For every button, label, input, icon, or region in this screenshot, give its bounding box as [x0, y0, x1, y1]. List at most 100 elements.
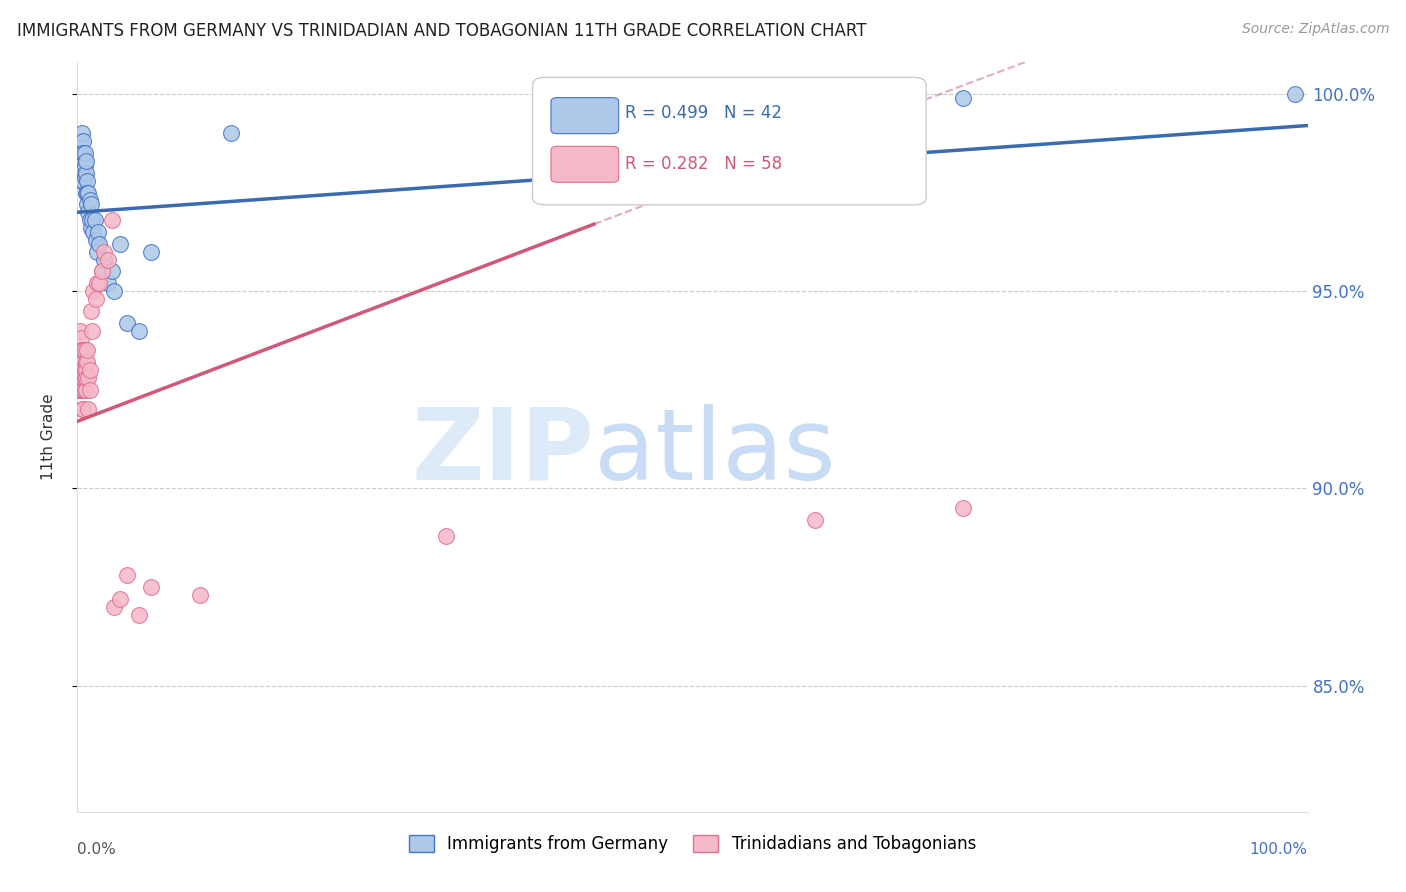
- Point: [82, 213, 104, 227]
- Point: [75, 363, 97, 377]
- Legend: Immigrants from Germany, Trinidadians and Tobagonians: Immigrants from Germany, Trinidadians an…: [402, 828, 983, 860]
- Point: [70, 371, 93, 385]
- Point: [110, 236, 132, 251]
- Point: [75, 355, 97, 369]
- Point: [86, 277, 108, 291]
- Point: [115, 316, 138, 330]
- Point: [69, 134, 91, 148]
- Text: 0.0%: 0.0%: [77, 842, 117, 856]
- Point: [70, 127, 93, 141]
- Point: [75, 166, 97, 180]
- Text: R = 0.499   N = 42: R = 0.499 N = 42: [624, 103, 782, 121]
- Point: [67, 371, 90, 385]
- Point: [952, 501, 974, 516]
- Point: [83, 213, 105, 227]
- Point: [82, 225, 104, 239]
- Point: [89, 236, 111, 251]
- Text: 100.0%: 100.0%: [1250, 842, 1308, 856]
- Point: [82, 324, 104, 338]
- Point: [73, 158, 96, 172]
- Point: [86, 244, 108, 259]
- Point: [70, 331, 93, 345]
- Point: [804, 513, 827, 527]
- Point: [115, 568, 138, 582]
- Point: [70, 371, 93, 385]
- Point: [70, 383, 93, 397]
- Point: [72, 371, 94, 385]
- Point: [84, 292, 107, 306]
- Point: [70, 383, 93, 397]
- Point: [952, 91, 974, 105]
- Point: [82, 284, 104, 298]
- Point: [97, 252, 120, 267]
- Point: [69, 355, 91, 369]
- Point: [73, 383, 96, 397]
- Point: [77, 371, 100, 385]
- Point: [70, 343, 93, 358]
- Point: [77, 205, 100, 219]
- Point: [436, 529, 458, 543]
- Point: [69, 371, 91, 385]
- Point: [76, 343, 98, 358]
- Point: [77, 402, 100, 417]
- Point: [70, 158, 93, 172]
- Text: atlas: atlas: [595, 403, 835, 500]
- Point: [72, 343, 94, 358]
- Point: [67, 383, 90, 397]
- Point: [89, 277, 111, 291]
- Point: [75, 154, 97, 169]
- Point: [90, 264, 114, 278]
- Point: [101, 264, 124, 278]
- Point: [110, 591, 132, 606]
- Point: [72, 402, 94, 417]
- Point: [69, 324, 91, 338]
- Point: [70, 351, 93, 366]
- Point: [70, 363, 93, 377]
- Point: [77, 186, 100, 200]
- Text: ZIP: ZIP: [411, 403, 595, 500]
- Point: [84, 233, 107, 247]
- Point: [80, 304, 103, 318]
- Point: [93, 252, 115, 267]
- Point: [70, 174, 93, 188]
- Point: [70, 363, 93, 377]
- Point: [80, 221, 103, 235]
- Point: [93, 244, 115, 259]
- Point: [72, 363, 94, 377]
- FancyBboxPatch shape: [551, 146, 619, 182]
- Point: [73, 169, 96, 184]
- Text: Source: ZipAtlas.com: Source: ZipAtlas.com: [1241, 22, 1389, 37]
- Point: [103, 284, 125, 298]
- Point: [219, 127, 242, 141]
- Point: [73, 146, 96, 161]
- Point: [90, 264, 114, 278]
- Point: [1284, 87, 1306, 101]
- Point: [188, 588, 212, 602]
- Point: [76, 186, 98, 200]
- Point: [70, 146, 93, 161]
- Point: [73, 371, 96, 385]
- Point: [76, 174, 98, 188]
- Text: IMMIGRANTS FROM GERMANY VS TRINIDADIAN AND TOBAGONIAN 11TH GRADE CORRELATION CHA: IMMIGRANTS FROM GERMANY VS TRINIDADIAN A…: [17, 22, 866, 40]
- Point: [72, 134, 94, 148]
- Point: [76, 355, 98, 369]
- Y-axis label: 11th Grade: 11th Grade: [42, 393, 56, 481]
- Point: [79, 194, 101, 208]
- Point: [67, 343, 90, 358]
- Point: [70, 402, 93, 417]
- FancyBboxPatch shape: [533, 78, 927, 205]
- Point: [101, 213, 124, 227]
- Point: [70, 343, 93, 358]
- Point: [75, 371, 97, 385]
- Point: [73, 343, 96, 358]
- Point: [141, 244, 163, 259]
- Point: [97, 277, 120, 291]
- Point: [128, 607, 150, 622]
- Point: [141, 580, 163, 594]
- Point: [73, 363, 96, 377]
- Text: R = 0.282   N = 58: R = 0.282 N = 58: [624, 155, 782, 173]
- Point: [67, 363, 90, 377]
- Point: [87, 225, 110, 239]
- Point: [69, 343, 91, 358]
- Point: [72, 174, 94, 188]
